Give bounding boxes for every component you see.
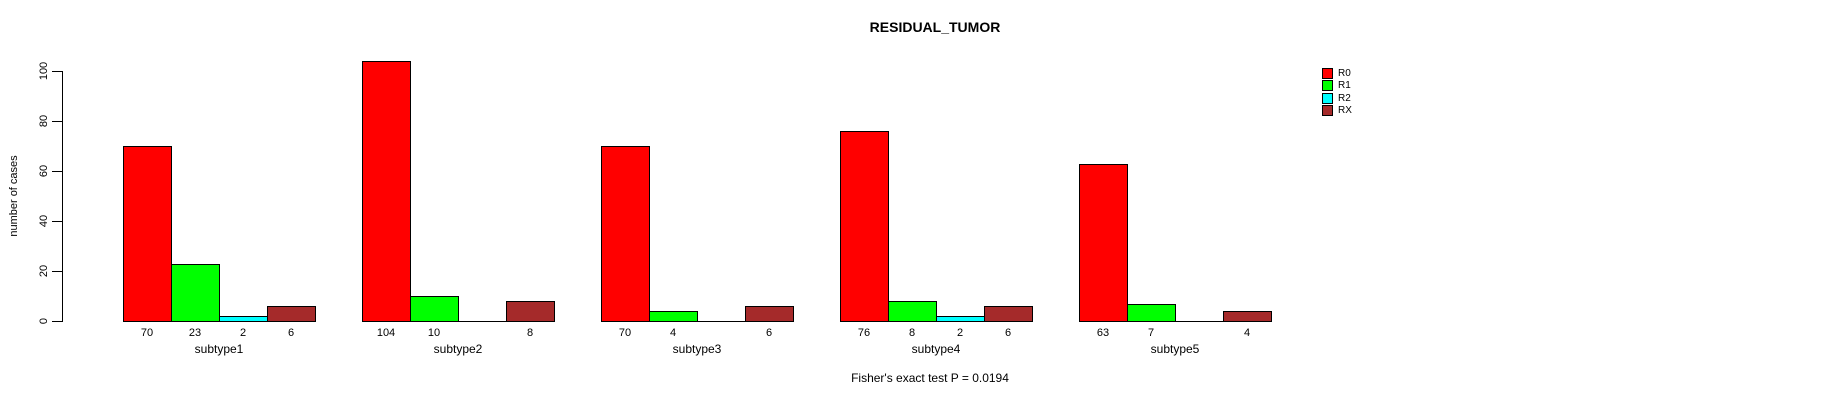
group-baseline (840, 321, 1033, 322)
bar-subtype3-R0 (601, 146, 650, 322)
bar-value-label: 2 (239, 327, 247, 339)
legend-swatch-RX (1322, 105, 1333, 117)
chart-title: RESIDUAL_TUMOR (869, 19, 1001, 35)
bar-value-label: 104 (376, 327, 396, 339)
category-label-subtype3: subtype3 (672, 342, 722, 356)
legend-label: R1 (1338, 80, 1351, 92)
category-label-subtype4: subtype4 (911, 342, 961, 356)
bar-subtype4-R0 (840, 131, 889, 322)
bar-subtype1-R1 (171, 263, 220, 322)
legend-label: R0 (1338, 67, 1351, 79)
bar-value-label: 6 (287, 327, 295, 339)
y-tick-mark (52, 271, 62, 272)
group-baseline (362, 321, 555, 322)
fisher-test-annotation: Fisher's exact test P = 0.0194 (851, 371, 1009, 385)
bar-subtype4-RX (984, 306, 1033, 322)
y-tick-label: 0 (38, 317, 50, 325)
bar-value-label: 70 (140, 327, 154, 339)
y-tick-mark (52, 171, 62, 172)
bar-value-label: 6 (765, 327, 773, 339)
bar-subtype2-R1 (410, 296, 459, 322)
legend-item-R2: R2 (1322, 92, 1351, 104)
legend-swatch-R2 (1322, 92, 1333, 104)
bar-subtype2-RX (506, 301, 555, 322)
group-baseline (123, 321, 316, 322)
legend-swatch-R1 (1322, 80, 1333, 92)
y-axis-title: number of cases (8, 155, 20, 237)
bar-value-label: 2 (956, 327, 964, 339)
bar-value-label: 8 (526, 327, 534, 339)
group-baseline (1079, 321, 1272, 322)
bar-value-label: 70 (618, 327, 632, 339)
bar-value-label: 7 (1147, 327, 1155, 339)
y-tick-label: 40 (38, 214, 50, 228)
legend-item-RX: RX (1322, 105, 1352, 117)
legend-item-R1: R1 (1322, 80, 1351, 92)
category-label-subtype1: subtype1 (194, 342, 244, 356)
bar-value-label: 76 (857, 327, 871, 339)
category-label-subtype2: subtype2 (433, 342, 483, 356)
bar-subtype5-R1 (1127, 303, 1176, 322)
y-tick-label: 20 (38, 264, 50, 278)
bar-value-label: 63 (1096, 327, 1110, 339)
bar-value-label: 6 (1004, 327, 1012, 339)
y-axis-line (62, 71, 63, 322)
y-tick-label: 80 (38, 114, 50, 128)
y-tick-label: 100 (38, 61, 50, 81)
category-label-subtype5: subtype5 (1150, 342, 1200, 356)
bar-value-label: 4 (1243, 327, 1251, 339)
bar-subtype4-R1 (888, 301, 937, 322)
bar-subtype3-RX (745, 306, 794, 322)
legend-swatch-R0 (1322, 67, 1333, 79)
y-tick-label: 60 (38, 164, 50, 178)
bar-subtype1-RX (267, 306, 316, 322)
y-tick-mark (52, 71, 62, 72)
y-tick-mark (52, 321, 62, 322)
bar-value-label: 23 (188, 327, 202, 339)
group-baseline (601, 321, 794, 322)
legend-label: R2 (1338, 92, 1351, 104)
bar-subtype5-R0 (1079, 163, 1128, 322)
bar-subtype1-R0 (123, 146, 172, 322)
bar-subtype2-R0 (362, 61, 411, 322)
y-tick-mark (52, 121, 62, 122)
bar-value-label: 8 (908, 327, 916, 339)
bar-value-label: 10 (427, 327, 441, 339)
bar-value-label: 4 (669, 327, 677, 339)
legend-item-R0: R0 (1322, 67, 1351, 79)
y-tick-mark (52, 221, 62, 222)
legend-label: RX (1338, 105, 1352, 117)
